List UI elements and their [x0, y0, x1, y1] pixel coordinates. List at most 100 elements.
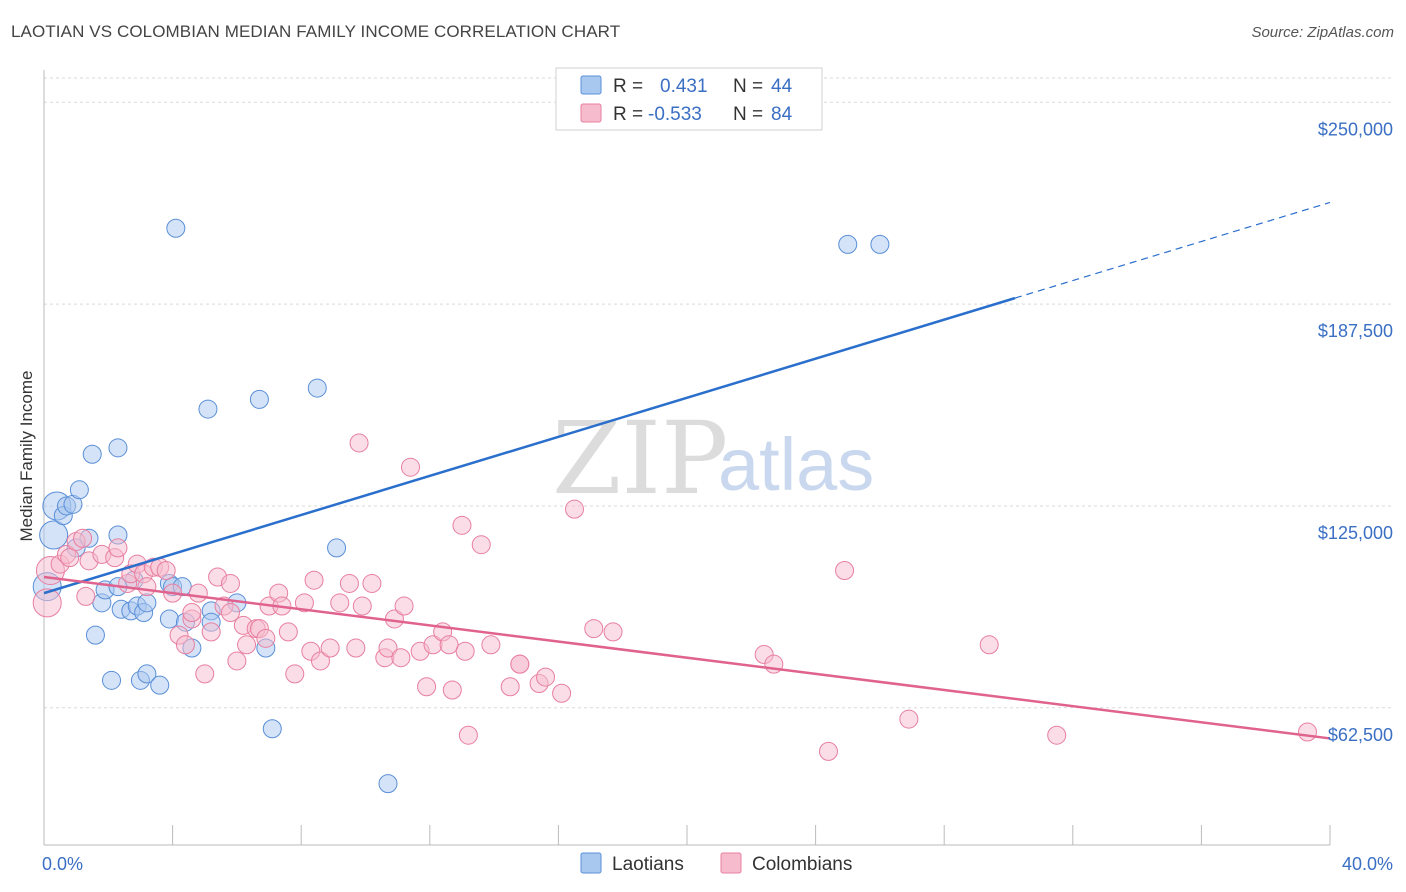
y-tick-label: $250,000: [1318, 119, 1393, 139]
colombians-point: [278, 622, 298, 642]
colombians-point: [349, 433, 369, 453]
laotians-point: [307, 378, 327, 398]
colombians-point: [256, 628, 276, 648]
colombians-point: [137, 577, 157, 597]
legend-n-label-colombians: N =: [733, 104, 763, 125]
bottom-legend-label-colombians: Colombians: [752, 854, 852, 875]
colombians-point: [818, 741, 838, 761]
colombians-point: [182, 603, 202, 622]
colombians-point: [156, 561, 176, 581]
colombians-point: [471, 535, 491, 555]
colombians-point: [455, 641, 475, 661]
colombians-point: [378, 638, 398, 658]
laotians-point: [327, 538, 347, 558]
colombians-point: [220, 603, 240, 622]
top-legend: R = 0.431 N = 44 R = -0.533 N = 84: [555, 67, 823, 131]
tick-labels: $62,500 $125,000 $187,500 $250,000 0.0% 40.0%: [42, 119, 1393, 874]
laotians-point: [838, 234, 858, 254]
colombians-point: [76, 586, 96, 606]
colombians-point: [108, 538, 128, 558]
chart-title: LAOTIAN VS COLOMBIAN MEDIAN FAMILY INCOM…: [11, 22, 621, 41]
colombians-point: [346, 638, 366, 658]
legend-n-label-laotians: N =: [733, 76, 763, 97]
legend-swatch-colombians: [580, 103, 602, 123]
colombians-point: [339, 573, 359, 593]
colombians-point: [201, 622, 221, 642]
bottom-legend-swatch-colombians: [720, 852, 742, 874]
legend-swatch-laotians: [580, 75, 602, 95]
colombians-point: [899, 709, 919, 729]
colombians-point: [394, 596, 414, 616]
colombians-point: [227, 651, 247, 671]
watermark-atlas: atlas: [718, 423, 874, 506]
colombians-point: [552, 683, 572, 703]
colombians-point: [220, 573, 240, 593]
laotians-point: [102, 670, 122, 690]
colombians-point: [362, 573, 382, 593]
laotians-trend-extension: [1014, 201, 1331, 299]
y-tick-label: $125,000: [1318, 523, 1393, 543]
legend-r-label-laotians: R =: [613, 76, 643, 97]
colombians-point: [439, 635, 459, 655]
colombians-point: [564, 499, 584, 519]
laotians-point: [137, 593, 157, 613]
y-tick-label: $62,500: [1328, 725, 1393, 745]
bottom-legend: Laotians Colombians: [580, 852, 852, 875]
colombians-point: [188, 583, 208, 603]
colombians-point: [330, 593, 350, 613]
data-points: [32, 218, 1317, 794]
laotians-point: [150, 675, 170, 695]
y-axis-title: Median Family Income: [17, 370, 36, 541]
legend-n-value-colombians: 84: [771, 104, 793, 125]
x-tick-label: 0.0%: [42, 854, 83, 874]
watermark-zip: ZIP: [552, 400, 728, 517]
x-tick-label: 40.0%: [1342, 854, 1393, 874]
laotians-point: [39, 520, 69, 550]
colombians-point: [458, 725, 478, 745]
colombians-point: [73, 528, 93, 548]
legend-r-label-colombians: R =: [613, 104, 643, 125]
laotians-point: [249, 389, 269, 409]
bottom-legend-label-laotians: Laotians: [612, 854, 684, 875]
colombians-point: [835, 561, 855, 581]
laotians-point: [85, 625, 105, 645]
laotians-point: [166, 218, 186, 238]
watermark: ZIP atlas: [552, 400, 874, 517]
laotians-point: [137, 664, 157, 684]
colombians-trend-line: [43, 575, 1331, 740]
laotians-point: [69, 480, 89, 500]
colombians-point: [32, 588, 62, 618]
colombians-point: [417, 677, 437, 697]
colombians-point: [310, 651, 330, 671]
y-tick-label: $187,500: [1318, 321, 1393, 341]
laotians-point: [198, 399, 218, 419]
laotians-point: [108, 438, 128, 458]
colombians-point: [481, 635, 501, 655]
colombians-point: [352, 596, 372, 616]
colombians-point: [442, 680, 462, 700]
colombians-point: [1297, 722, 1317, 742]
source-label: Source: ZipAtlas.com: [1251, 24, 1394, 41]
colombians-point: [1047, 725, 1067, 745]
colombians-point: [603, 622, 623, 642]
legend-r-value-colombians: -0.533: [648, 104, 702, 125]
laotians-point: [82, 444, 102, 464]
legend-r-value-laotians: 0.431: [660, 76, 708, 97]
bottom-legend-swatch-laotians: [580, 852, 602, 874]
trend-lines: [43, 201, 1331, 740]
colombians-point: [979, 635, 999, 655]
colombians-point: [500, 677, 520, 697]
colombians-point: [195, 664, 215, 684]
colombians-point: [304, 570, 324, 590]
legend-n-value-laotians: 44: [771, 76, 793, 97]
laotians-point: [870, 234, 890, 254]
laotians-trend-line: [43, 296, 1016, 595]
laotians-point: [159, 609, 179, 629]
laotians-point: [262, 719, 282, 739]
colombians-point: [536, 667, 556, 687]
grid-lines: [44, 77, 1392, 709]
colombians-point: [285, 664, 305, 684]
colombians-point: [320, 638, 340, 658]
colombians-point: [510, 654, 530, 674]
